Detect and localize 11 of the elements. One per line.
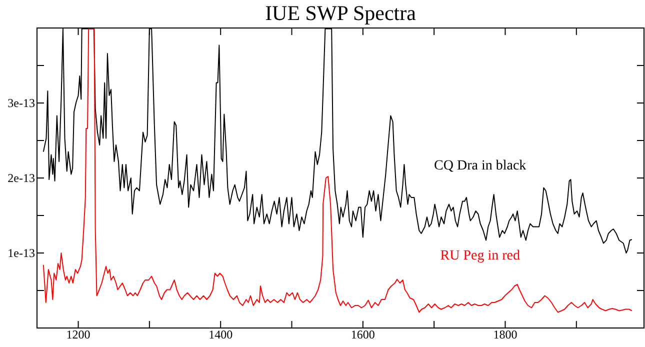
x-tick-label: 1400 [208, 328, 233, 342]
x-tick-label: 1200 [66, 328, 90, 342]
y-tick-label: 1e-13 [8, 246, 35, 260]
line-series [42, 28, 632, 313]
series-label: CQ Dra in black [434, 158, 526, 174]
y-tick-label: 2e-13 [8, 170, 35, 185]
chart-title: IUE SWP Spectra [265, 1, 417, 25]
x-tick-label: 1800 [493, 328, 518, 342]
x-tick-label: 1600 [350, 328, 375, 342]
series-label: RU Peg in red [440, 248, 520, 264]
y-tick-label: 3e-13 [8, 96, 35, 110]
